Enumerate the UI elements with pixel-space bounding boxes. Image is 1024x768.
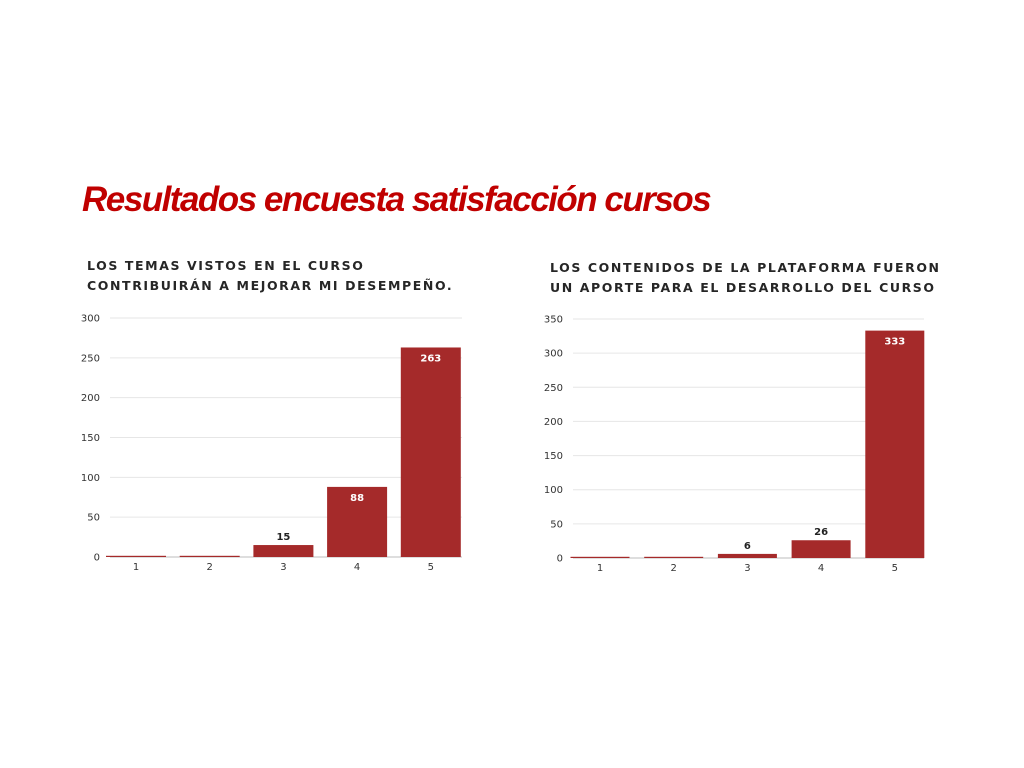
page-title: Resultados encuesta satisfacción cursos: [82, 180, 712, 219]
bar-left-5: [400, 347, 461, 557]
bar-value-label-left-4: 88: [350, 493, 364, 504]
x-tick-label-left-2: 2: [207, 562, 213, 573]
bar-right-4: [791, 540, 851, 558]
y-tick-label-right-6: 300: [544, 349, 563, 360]
bar-left-3: [253, 545, 314, 557]
y-tick-label-left-5: 250: [81, 353, 100, 364]
x-tick-label-right-2: 2: [671, 563, 677, 574]
chart-title-right-line-2: UN APORTE PARA EL DESARROLLO DEL CURSO: [550, 280, 936, 295]
y-tick-label-right-0: 0: [557, 554, 563, 565]
chart-title-right-line-1: LOS CONTENIDOS DE LA PLATAFORMA FUERON: [550, 260, 941, 275]
bar-value-label-right-4: 26: [814, 527, 828, 538]
x-tick-label-left-3: 3: [280, 562, 286, 573]
bar-right-1: [570, 556, 630, 558]
bar-right-3: [717, 553, 777, 558]
chart-title-right: LOS CONTENIDOS DE LA PLATAFORMA FUERON U…: [550, 258, 941, 298]
y-tick-label-right-3: 150: [544, 451, 563, 462]
x-tick-label-left-1: 1: [133, 562, 139, 573]
y-tick-label-right-4: 200: [544, 417, 563, 428]
chart-title-left-line-2: CONTRIBUIRÁN A MEJORAR MI DESEMPEÑO.: [87, 278, 454, 293]
x-tick-label-right-4: 4: [818, 563, 824, 574]
x-tick-label-left-5: 5: [428, 562, 434, 573]
bar-value-label-left-5: 263: [420, 353, 441, 364]
y-tick-label-left-0: 0: [94, 553, 100, 564]
y-tick-label-left-4: 200: [81, 393, 100, 404]
y-tick-label-left-3: 150: [81, 433, 100, 444]
bar-left-1: [106, 555, 166, 557]
y-tick-label-left-1: 50: [87, 513, 100, 524]
y-tick-label-right-1: 50: [550, 519, 563, 530]
bar-value-label-right-5: 333: [884, 337, 905, 348]
y-tick-label-left-6: 300: [81, 314, 100, 325]
bar-left-2: [179, 555, 240, 557]
y-tick-label-right-2: 100: [544, 485, 563, 496]
y-tick-label-left-2: 100: [81, 473, 100, 484]
bar-value-label-right-3: 6: [744, 541, 751, 552]
chart-title-left: LOS TEMAS VISTOS EN EL CURSO CONTRIBUIRÁ…: [87, 256, 453, 296]
x-tick-label-right-1: 1: [597, 563, 603, 574]
chart-title-left-line-1: LOS TEMAS VISTOS EN EL CURSO: [87, 258, 365, 273]
bar-value-label-left-3: 15: [276, 532, 290, 543]
x-tick-label-left-4: 4: [354, 562, 360, 573]
y-tick-label-right-7: 350: [544, 315, 563, 326]
y-tick-label-right-5: 250: [544, 383, 563, 394]
bar-right-5: [865, 330, 925, 558]
bar-left-4: [327, 486, 388, 557]
x-tick-label-right-3: 3: [744, 563, 750, 574]
bar-right-2: [644, 556, 704, 558]
x-tick-label-right-5: 5: [892, 563, 898, 574]
